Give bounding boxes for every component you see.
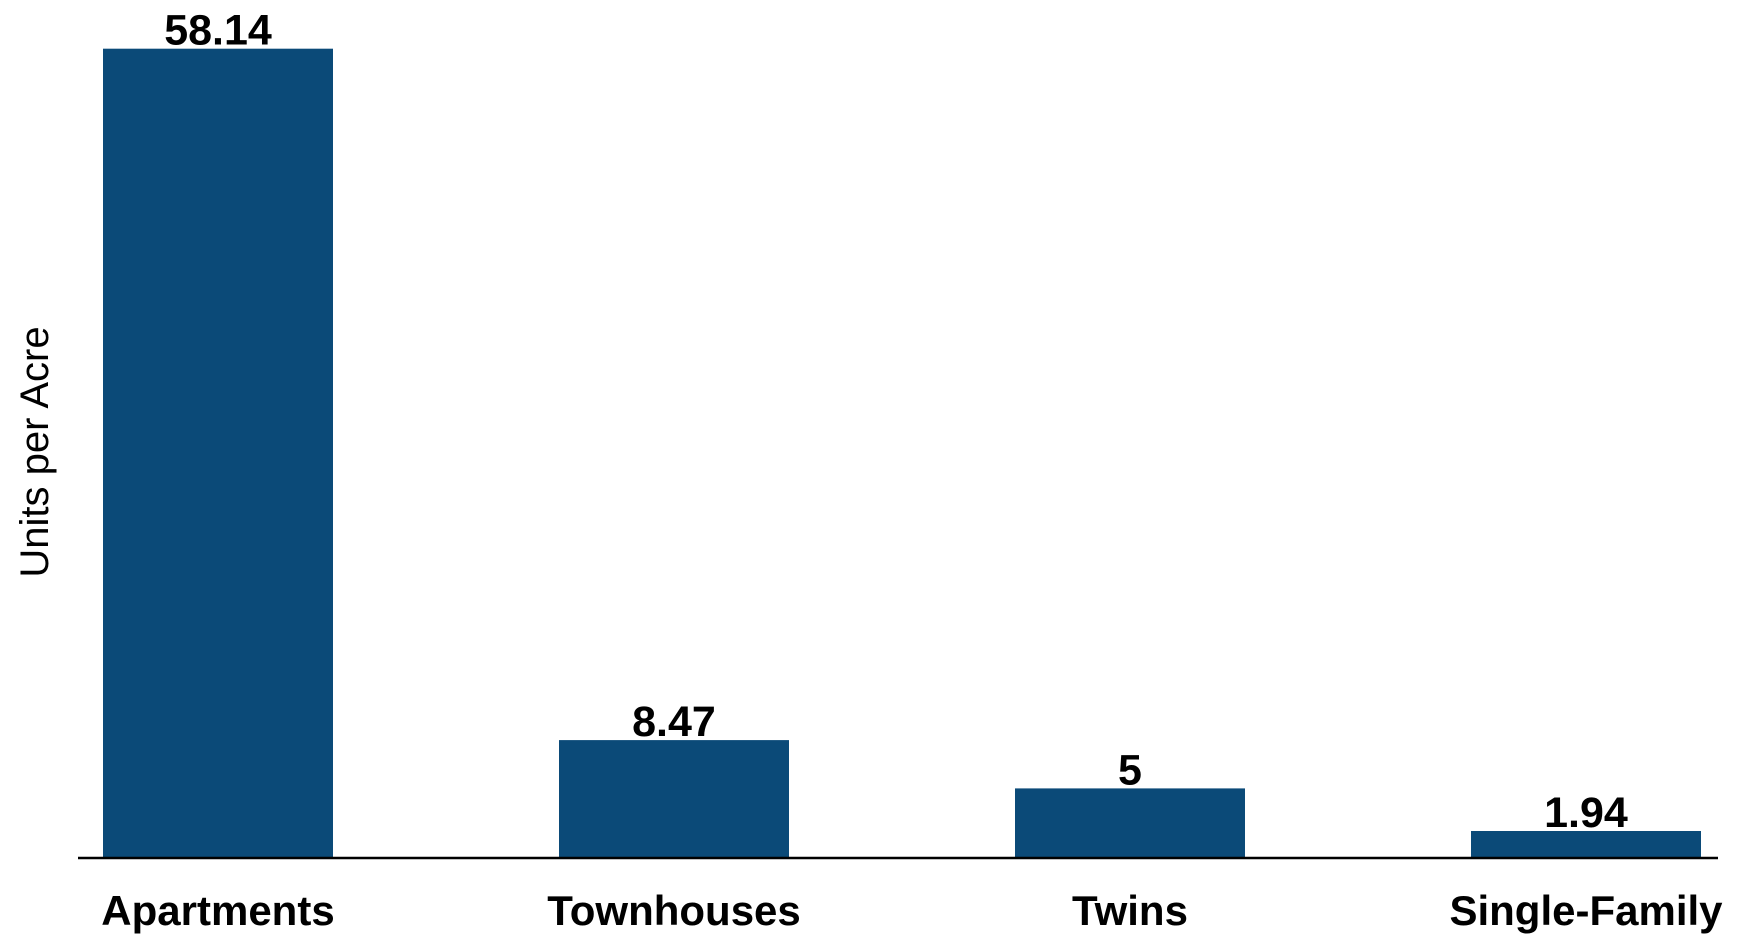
bar-single-family: [1471, 830, 1701, 858]
category-labels-group: Apartments Townhouses Twins Single-Family: [101, 887, 1723, 934]
bars-group: [103, 48, 1701, 858]
category-label-twins: Twins: [1072, 887, 1188, 934]
bar-twins: [1015, 788, 1245, 858]
bar-townhouses: [559, 740, 789, 858]
data-label-townhouses: 8.47: [632, 698, 716, 746]
y-axis-label: Units per Acre: [13, 326, 57, 577]
data-label-twins: 5: [1118, 746, 1142, 794]
category-label-single-family: Single-Family: [1449, 887, 1723, 934]
category-label-apartments: Apartments: [101, 887, 334, 934]
bar-apartments: [103, 48, 333, 858]
category-label-townhouses: Townhouses: [547, 887, 801, 934]
data-label-apartments: 58.14: [164, 7, 272, 55]
data-labels-group: 58.14 8.47 5 1.94: [164, 7, 1628, 837]
data-label-single-family: 1.94: [1544, 789, 1628, 837]
